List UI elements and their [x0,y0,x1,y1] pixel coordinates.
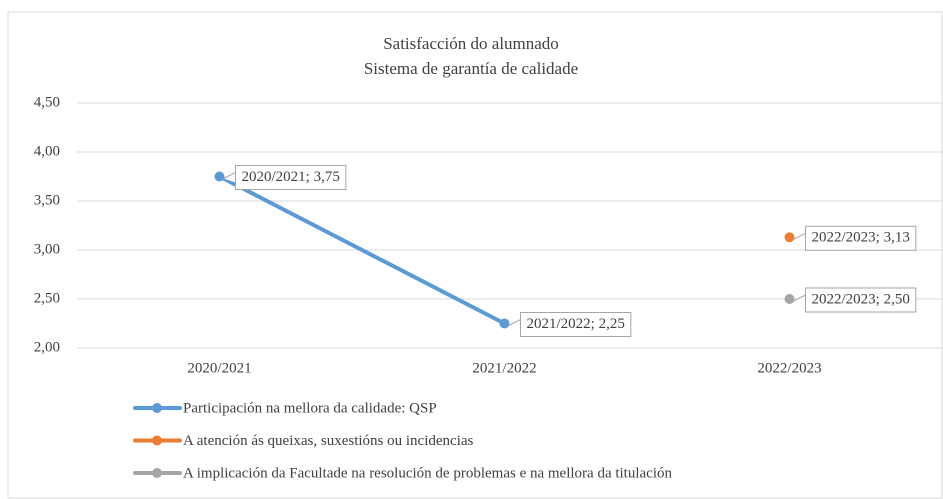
legend-label: A atención ás queixas, suxestións ou inc… [183,433,474,449]
x-tick-label: 2020/2021 [187,360,251,376]
y-tick-label: 2,50 [34,290,60,306]
legend-label: Participación na mellora da calidade: QS… [183,400,437,416]
y-tick-label: 4,00 [34,143,60,159]
chart-border [7,11,943,499]
x-tick-label: 2022/2023 [757,360,821,376]
data-label: 2020/2021; 3,75 [242,169,340,185]
legend-marker [152,435,162,446]
legend-label: A implicación da Facultade na resolución… [183,465,673,481]
data-label: 2022/2023; 3,13 [812,230,910,246]
chart-title: Satisfacción do alumnado [383,34,559,53]
y-tick-label: 3,00 [34,241,60,257]
data-label-pointer [508,318,521,330]
data-label: 2021/2022; 2,25 [527,316,625,332]
data-point [214,171,225,182]
y-tick-label: 2,00 [34,339,60,355]
data-label-pointer [223,171,236,183]
data-point [499,318,510,329]
data-point [784,232,795,243]
chart-subtitle: Sistema de garantía de calidade [364,59,578,78]
data-label-box [805,287,917,313]
data-label-pointer [793,294,806,305]
x-tick-label: 2021/2022 [472,360,536,376]
y-tick-label: 4,50 [34,94,60,110]
y-tick-label: 3,50 [34,192,60,208]
legend-marker [152,468,162,478]
data-label-pointer [793,232,806,244]
data-label: 2022/2023; 2,50 [812,291,910,307]
series-line [217,174,507,326]
legend-marker [152,403,162,413]
data-point [784,294,795,304]
